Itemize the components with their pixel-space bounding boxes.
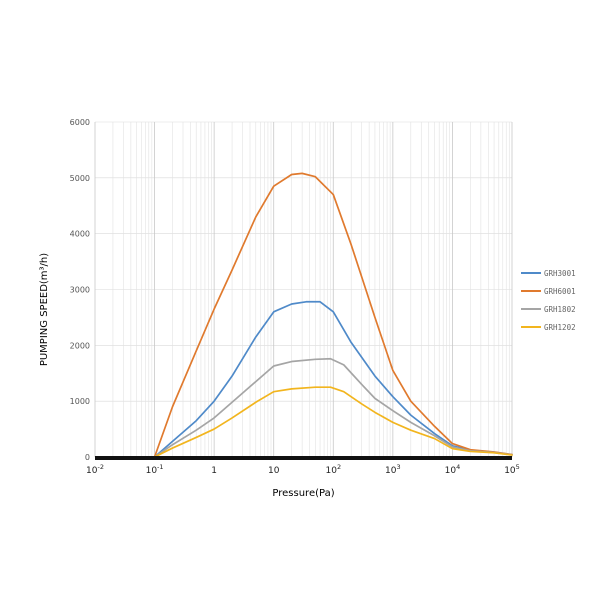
y-tick-label: 1000: [70, 397, 90, 406]
legend: GRH3001 GRH6001 GRH1802 GRH1202: [521, 269, 576, 332]
x-tick-label: 10: [268, 466, 280, 476]
y-tick-label: 4000: [70, 230, 90, 239]
y-tick-label: 6000: [70, 118, 90, 127]
x-tick-label: 10-2: [86, 463, 104, 476]
y-axis-label: PUMPING SPEED(m³/h): [39, 253, 50, 366]
grid-lines: [94, 121, 513, 458]
series-line-grh1802: [153, 357, 513, 458]
legend-label: GRH1802: [544, 305, 576, 314]
y-tick-label: 2000: [70, 341, 90, 350]
y-axis-ticks: 0 1000 2000 3000 4000 5000 6000: [70, 118, 90, 462]
x-tick-label: 102: [325, 463, 341, 476]
legend-label: GRH6001: [544, 287, 576, 296]
x-tick-label: 10-1: [146, 463, 164, 476]
x-axis-line: [95, 456, 512, 460]
series-line-grh3001: [153, 300, 513, 458]
x-tick-label: 105: [504, 463, 520, 476]
x-tick-label: 103: [385, 463, 401, 476]
x-axis-ticks: 10-2 10-1 1 10 102 103 104 105: [86, 463, 520, 476]
legend-label: GRH1202: [544, 323, 576, 332]
legend-label: GRH3001: [544, 269, 576, 278]
x-tick-label: 1: [211, 466, 217, 476]
x-tick-label: 104: [445, 463, 461, 476]
series-line-grh1202: [153, 386, 513, 458]
series-line-grh6001: [153, 172, 513, 458]
x-axis-label: Pressure(Pa): [272, 488, 334, 499]
series-lines: [153, 172, 513, 458]
y-tick-label: 3000: [70, 286, 90, 295]
y-tick-label: 5000: [70, 174, 90, 183]
y-tick-label: 0: [85, 453, 90, 462]
